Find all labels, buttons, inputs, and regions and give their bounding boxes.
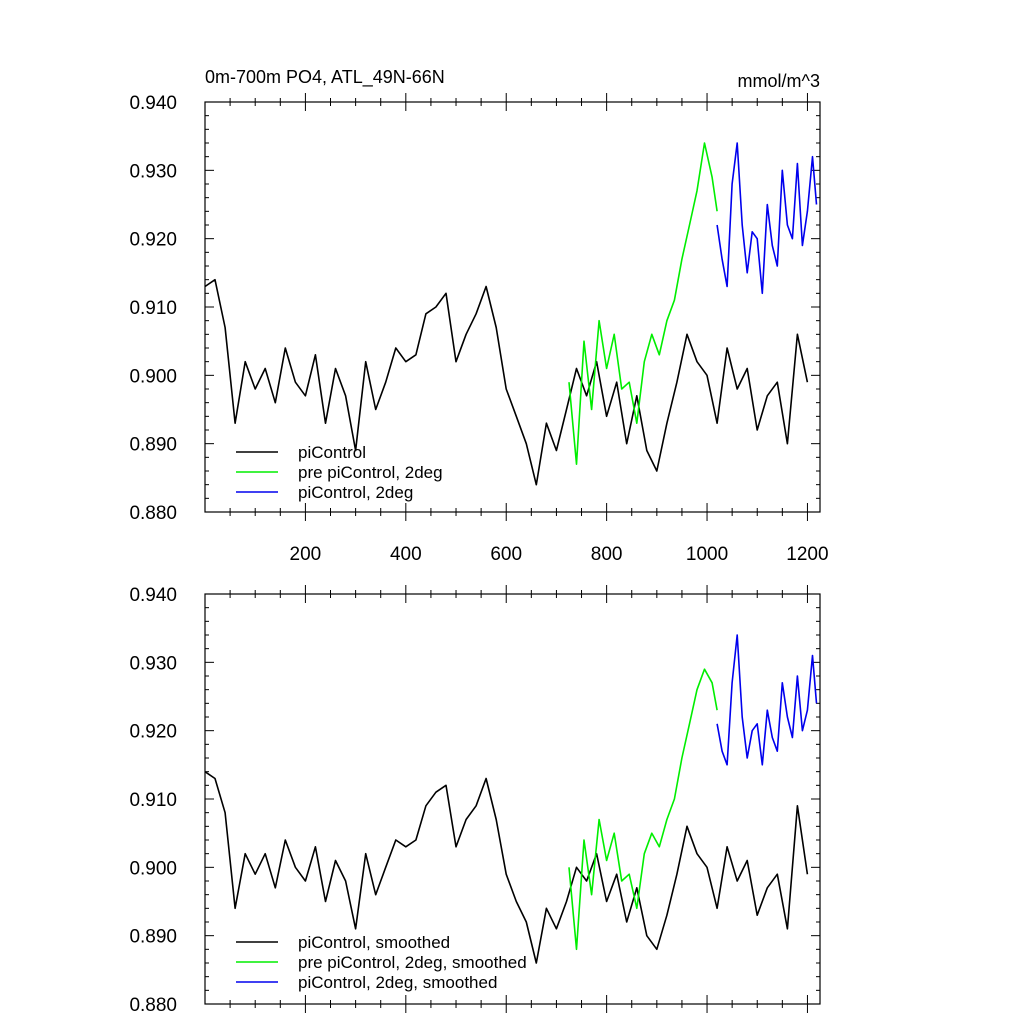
x-tick-label: 600 — [490, 544, 522, 565]
y-tick-label: 0.920 — [129, 230, 177, 251]
legend-label: piControl, 2deg, smoothed — [298, 973, 497, 992]
series-line-picontrol — [204, 278, 809, 486]
bottom-panel: 0.880 0.890 0.900 0.910 0.920 0.930 0.940 piCo… — [129, 585, 821, 1016]
x-tick-label: 1000 — [686, 544, 728, 565]
y-tick-label: 0.920 — [129, 722, 177, 743]
legend-label: pre piControl, 2deg — [298, 463, 443, 482]
x-tick-label: 1200 — [786, 544, 828, 565]
axis-ticks: 0.880 0.890 0.900 0.910 0.920 0.930 0.940 200 40… — [129, 93, 829, 565]
y-tick-label: 0.930 — [129, 161, 177, 182]
y-tick-label: 0.890 — [129, 927, 177, 948]
series-layer — [204, 634, 818, 964]
y-tick-label: 0.910 — [129, 298, 177, 319]
series-line-picontrol-2deg-smoothed — [716, 634, 818, 766]
legend-label: piControl — [298, 443, 366, 462]
series-layer — [204, 142, 818, 486]
units-label: mmol/m^3 — [738, 71, 820, 91]
y-tick-label: 0.910 — [129, 790, 177, 811]
y-tick-label: 0.900 — [129, 858, 177, 879]
axis-ticks: 0.880 0.890 0.900 0.910 0.920 0.930 0.940 — [129, 585, 820, 1016]
legend-label: piControl, 2deg — [298, 483, 413, 502]
x-tick-label: 800 — [591, 544, 623, 565]
y-tick-label: 0.940 — [129, 93, 177, 114]
series-line-pre-picontrol-2deg-smoothed — [568, 668, 718, 951]
chart-title: 0m-700m PO4, ATL_49N-66N — [205, 67, 445, 88]
series-line-picontrol-smoothed — [204, 771, 809, 964]
y-tick-label: 0.940 — [129, 585, 177, 606]
y-tick-label: 0.900 — [129, 366, 177, 387]
legend-label: pre piControl, 2deg, smoothed — [298, 953, 527, 972]
y-tick-label: 0.880 — [129, 995, 177, 1016]
series-line-picontrol-2deg — [716, 142, 818, 295]
series-line-pre-picontrol-2deg — [568, 142, 718, 466]
y-tick-label: 0.890 — [129, 435, 177, 456]
y-tick-label: 0.880 — [129, 503, 177, 524]
x-tick-label: 400 — [390, 544, 422, 565]
x-tick-label: 200 — [290, 544, 322, 565]
y-tick-label: 0.930 — [129, 653, 177, 674]
legend-label: piControl, smoothed — [298, 933, 450, 952]
top-panel: 0m-700m PO4, ATL_49N-66N mmol/m^3 0.8800… — [129, 67, 828, 565]
